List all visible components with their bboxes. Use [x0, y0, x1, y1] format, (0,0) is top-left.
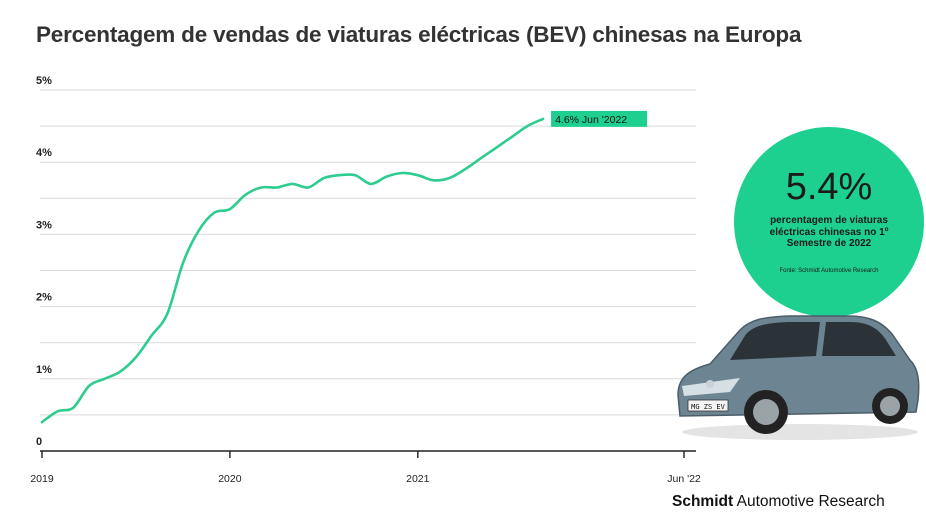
brand-rest: Automotive Research [733, 493, 885, 510]
annotation-text: 4.6% Jun '2022 [555, 114, 627, 126]
y-tick-label-2: 2% [36, 292, 52, 304]
annotation-label: 4.6% Jun '2022 [551, 110, 648, 127]
y-tick-label-3: 3% [36, 219, 52, 231]
series-line [40, 117, 545, 424]
y-tick-label-4: 4% [36, 147, 52, 159]
callout-value: 5.4% [785, 166, 873, 208]
x-axis: 2019 2020 2021 Jun '22 [30, 450, 701, 485]
gridlines [40, 89, 696, 416]
callout-text: percentagem de viaturas eléctricas chine… [769, 215, 889, 249]
x-tick-label-0: 2019 [30, 473, 54, 485]
car-image: MG ZS EV [677, 315, 920, 440]
x-tick-label-3: Jun '22 [667, 473, 701, 485]
callout-source: Fonte: Schmidt Automotive Research [779, 267, 879, 274]
y-axis-ticks: 0 1% 2% 3% 4% 5% [36, 75, 52, 448]
chart-title: Percentagem de vendas de viaturas eléctr… [36, 22, 802, 47]
brand-footer: Schmidt Automotive Research [672, 493, 885, 511]
callout-circle: 5.4% percentagem de viaturas eléctricas … [734, 127, 924, 317]
brand-bold: Schmidt [672, 493, 734, 510]
annotation-box [551, 110, 648, 127]
x-tick-label-1: 2020 [218, 473, 242, 485]
license-plate: MG ZS EV [691, 403, 726, 411]
y-tick-label-1: 1% [36, 364, 52, 376]
y-tick-label-0: 0 [36, 436, 42, 448]
x-tick-label-2: 2021 [406, 473, 430, 485]
y-tick-label-5: 5% [36, 75, 52, 87]
